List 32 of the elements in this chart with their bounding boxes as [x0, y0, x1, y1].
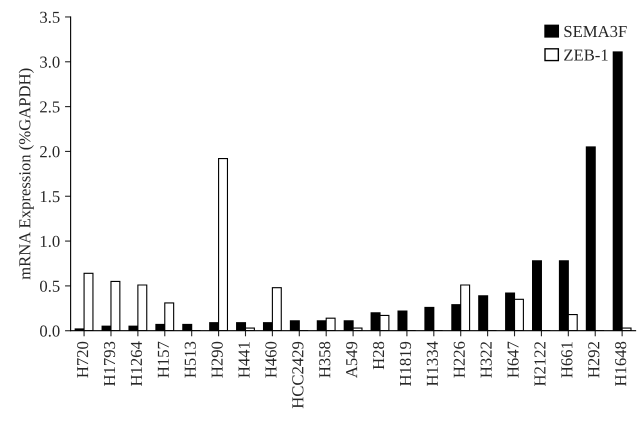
y-tick-label: 1.5: [40, 191, 60, 202]
x-tick-label: H157: [158, 342, 169, 378]
x-tick-label: HCC2429: [292, 342, 304, 408]
x-tick-label: H513: [184, 342, 196, 378]
y-tick-label: 1.0: [40, 236, 60, 248]
y-tick-label: 2.0: [40, 146, 60, 158]
x-tick-label: H720: [76, 342, 88, 378]
legend-label: SEMA3F: [564, 26, 627, 38]
x-tick-label: A549: [346, 342, 358, 378]
y-tick-label: 3.5: [40, 12, 60, 23]
x-tick-label: H292: [588, 342, 600, 378]
x-tick-label: H1819: [400, 342, 412, 386]
x-tick-label: H290: [212, 342, 223, 378]
y-tick-label: 0.0: [40, 325, 60, 337]
y-tick-label: 2.5: [40, 101, 60, 113]
x-tick-label: H441: [238, 342, 250, 378]
y-axis-title: mRNA Expression (%GAPDH): [18, 68, 34, 280]
x-tick-label: H322: [480, 342, 492, 378]
y-tick-label: 3.0: [40, 56, 60, 68]
x-tick-label: H226: [454, 342, 465, 378]
y-tick-label: 0.5: [40, 280, 60, 292]
x-tick-label: H647: [507, 342, 519, 378]
x-tick-label: H28: [372, 342, 384, 370]
x-tick-label: H460: [265, 342, 277, 378]
x-tick-label: H661: [561, 342, 572, 378]
x-tick-label: H1264: [130, 341, 142, 386]
x-tick-label: H1793: [104, 342, 116, 386]
legend-label: ZEB-1: [564, 50, 608, 61]
x-tick-label: H2122: [534, 342, 546, 386]
x-tick-label: H358: [319, 342, 330, 378]
x-tick-label: H1334: [426, 341, 438, 386]
x-tick-label: H1648: [615, 342, 626, 386]
